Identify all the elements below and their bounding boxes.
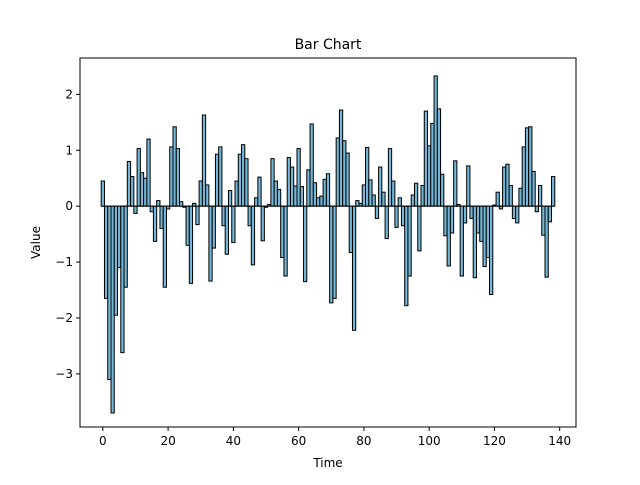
bar bbox=[384, 205, 389, 240]
y-tick-label: 0 bbox=[65, 199, 73, 213]
bar bbox=[195, 205, 200, 226]
bar bbox=[227, 190, 233, 207]
bar bbox=[162, 205, 167, 288]
bar bbox=[495, 191, 500, 207]
bar bbox=[508, 184, 513, 207]
x-tick-label: 140 bbox=[548, 434, 571, 448]
bar bbox=[205, 184, 210, 207]
x-tick-label: 0 bbox=[99, 434, 107, 448]
y-axis-label: Value bbox=[29, 226, 43, 259]
bar bbox=[515, 205, 520, 224]
bar bbox=[224, 205, 229, 255]
bar bbox=[534, 205, 539, 213]
bar bbox=[351, 205, 357, 331]
y-tick-label: −3 bbox=[55, 367, 73, 381]
y-tick-label: −1 bbox=[55, 255, 73, 269]
bar bbox=[547, 205, 553, 223]
chart-title: Bar Chart bbox=[295, 37, 362, 53]
bar bbox=[299, 186, 305, 207]
x-tick-label: 60 bbox=[291, 434, 306, 448]
bar bbox=[250, 205, 256, 266]
bar bbox=[394, 205, 399, 228]
x-axis-label: Time bbox=[312, 456, 342, 470]
bar bbox=[397, 197, 402, 207]
bar bbox=[551, 176, 556, 207]
bar bbox=[231, 205, 236, 244]
bar bbox=[179, 201, 184, 207]
bar bbox=[188, 205, 194, 284]
x-axis-ticks: 0 20 40 60 80 100 120 140 bbox=[99, 427, 571, 448]
bar bbox=[130, 176, 135, 207]
bar bbox=[374, 205, 380, 219]
bar bbox=[244, 158, 249, 207]
bar bbox=[371, 194, 376, 207]
y-axis-ticks: −3 −2 −1 0 1 2 bbox=[55, 87, 80, 381]
bar bbox=[257, 176, 262, 207]
x-tick-label: 40 bbox=[226, 434, 241, 448]
axes-frame bbox=[79, 57, 577, 428]
y-tick-label: 1 bbox=[65, 143, 73, 157]
bar bbox=[152, 205, 158, 242]
bar bbox=[303, 205, 308, 283]
bar bbox=[489, 205, 494, 295]
x-tick-label: 120 bbox=[483, 434, 506, 448]
y-tick-label: −2 bbox=[55, 311, 73, 325]
bar bbox=[449, 205, 455, 234]
bar bbox=[156, 200, 161, 207]
bar bbox=[537, 184, 543, 207]
bar bbox=[391, 180, 396, 207]
bar bbox=[462, 205, 468, 224]
bar bbox=[440, 173, 445, 207]
y-tick-label: 2 bbox=[65, 87, 73, 101]
bar bbox=[332, 205, 337, 299]
bar bbox=[133, 205, 138, 214]
bar bbox=[466, 165, 471, 207]
x-tick-label: 80 bbox=[356, 434, 371, 448]
bar bbox=[146, 138, 151, 207]
x-tick-label: 20 bbox=[160, 434, 175, 448]
bar bbox=[531, 171, 536, 207]
bar bbox=[453, 160, 458, 207]
bar bbox=[123, 205, 128, 288]
bar bbox=[276, 188, 282, 207]
x-tick-label: 100 bbox=[418, 434, 441, 448]
bar bbox=[260, 205, 265, 242]
bar bbox=[407, 205, 412, 277]
bar bbox=[100, 180, 105, 207]
bar bbox=[413, 182, 419, 207]
bar bbox=[325, 173, 331, 207]
bar bbox=[417, 205, 422, 252]
bar bbox=[345, 152, 350, 207]
bar bbox=[211, 205, 216, 249]
bar bbox=[283, 205, 288, 277]
bar bbox=[218, 146, 223, 207]
bar bbox=[175, 148, 181, 207]
bar bbox=[381, 191, 386, 207]
